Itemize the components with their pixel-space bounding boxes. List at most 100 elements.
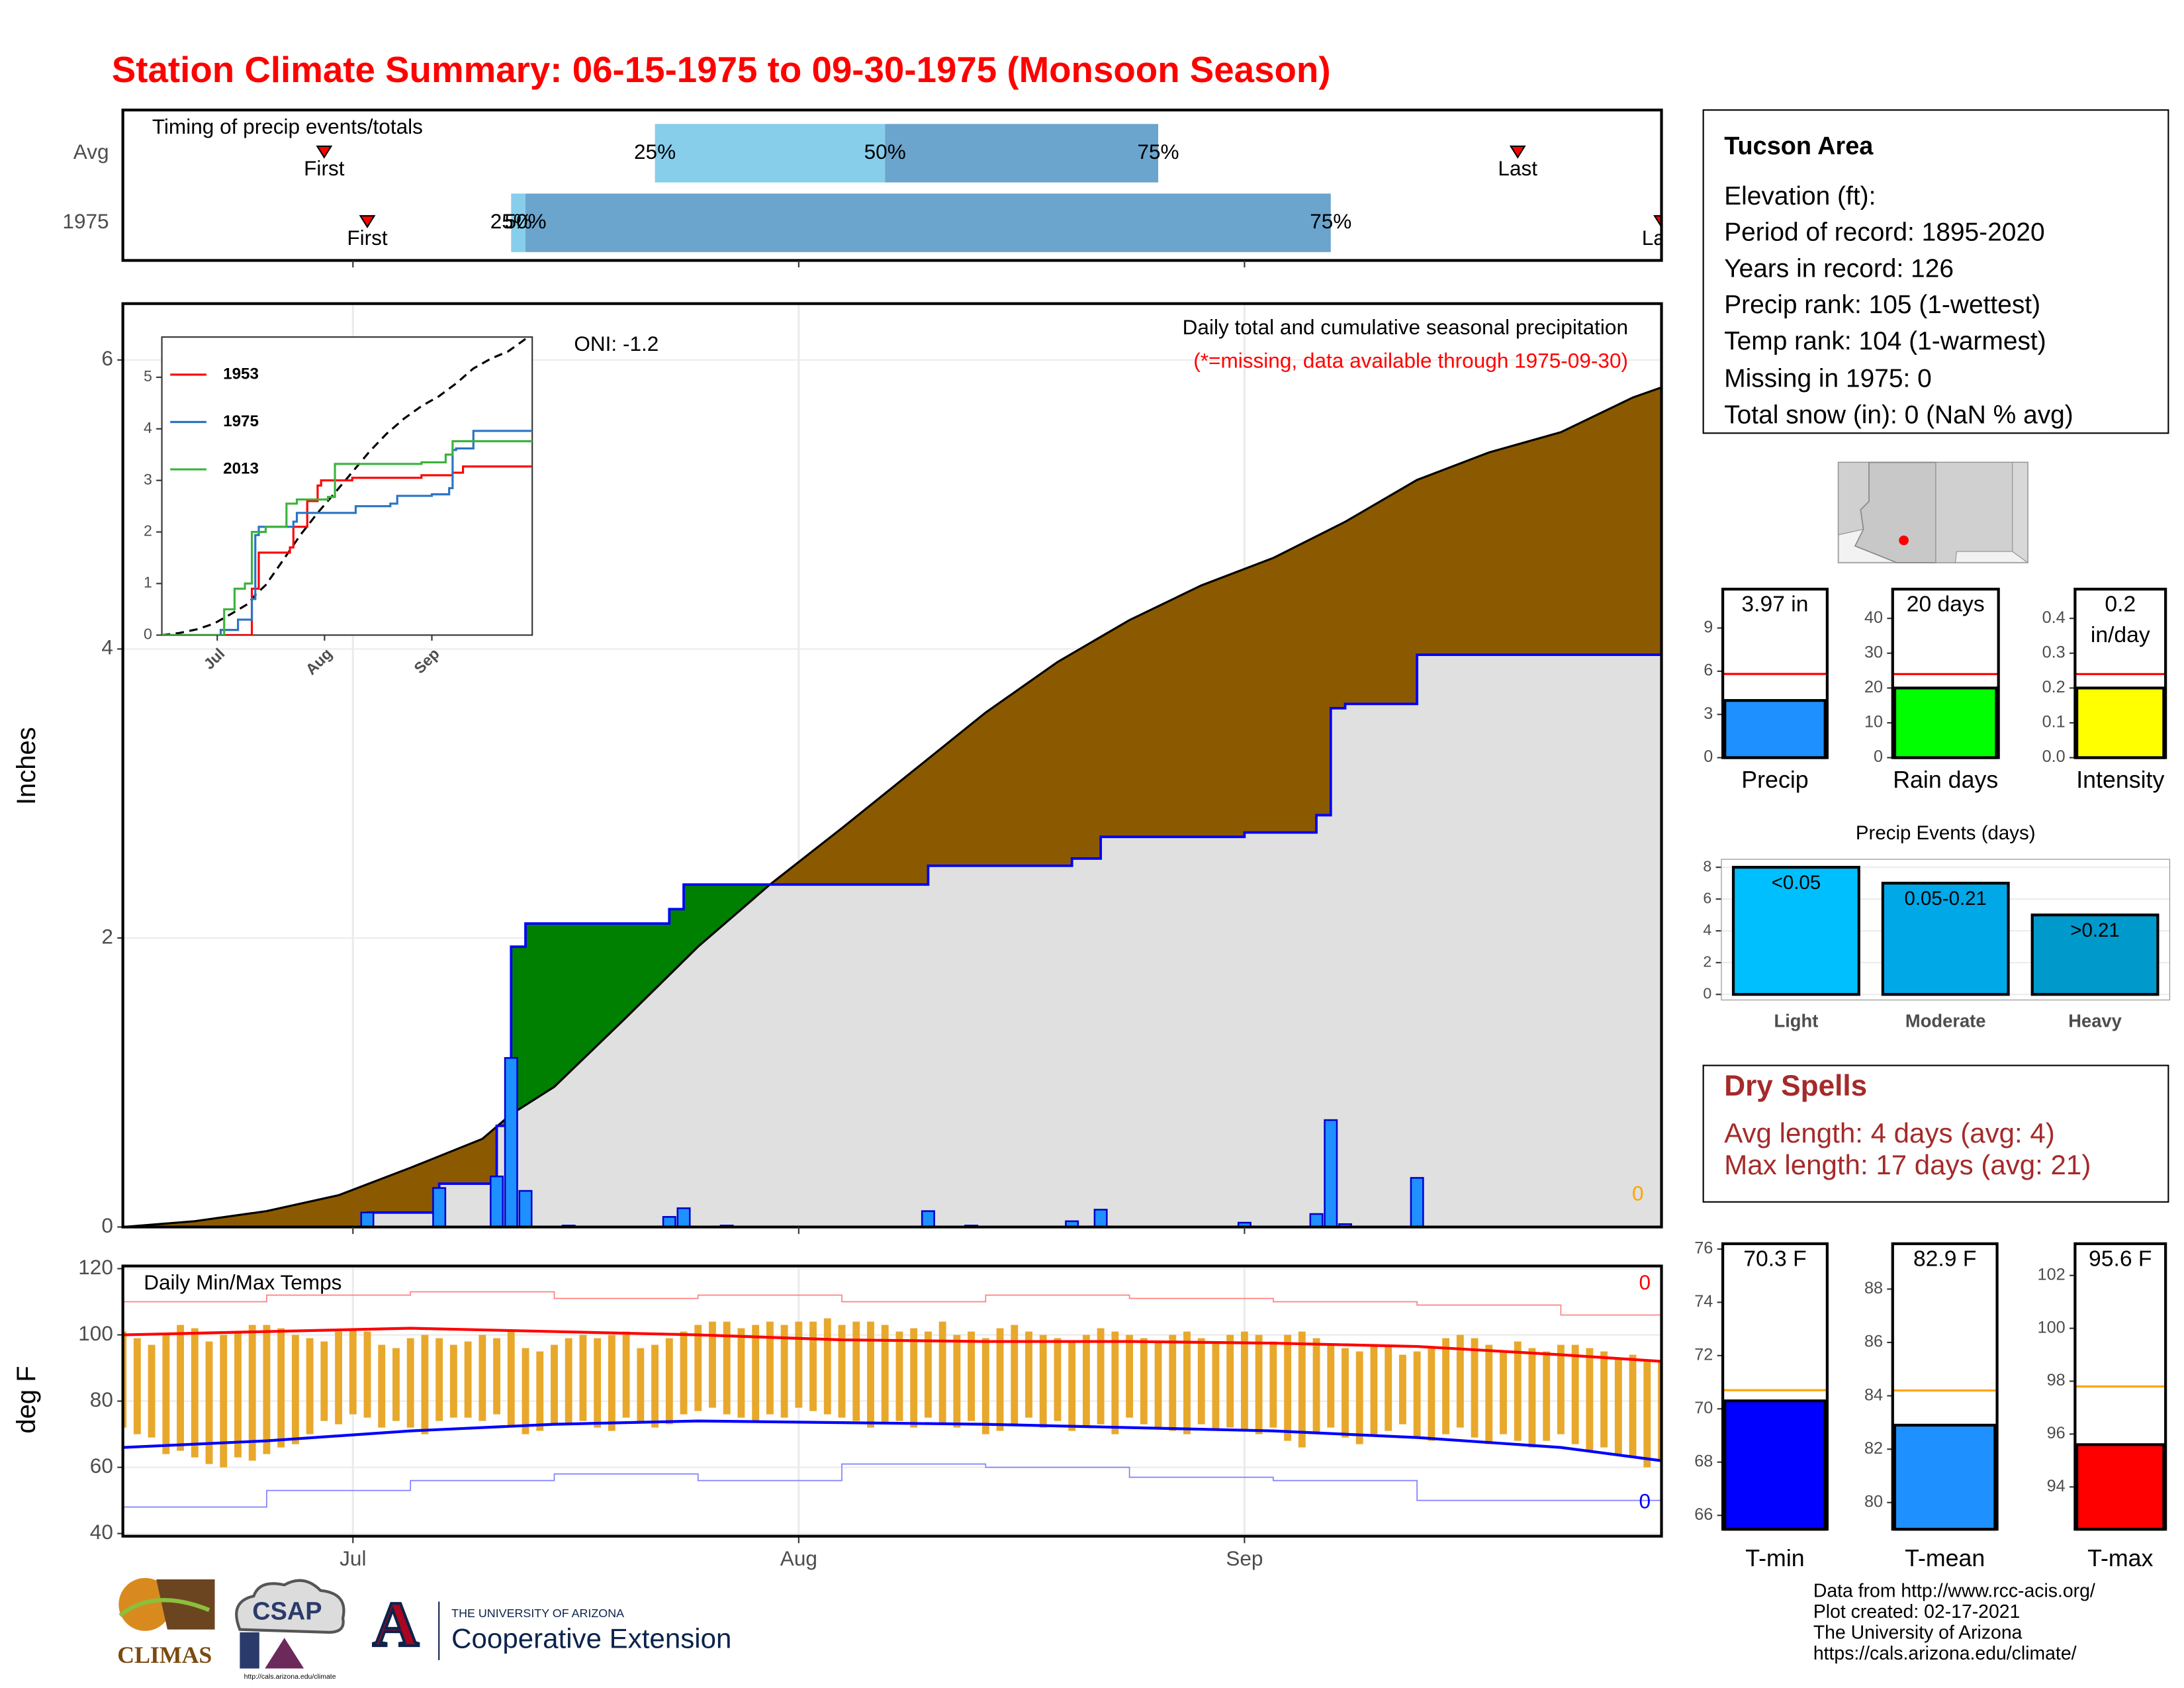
legend-label: 2013 — [223, 459, 259, 477]
temp-range-bar — [1398, 1354, 1406, 1425]
temp-range-bar — [838, 1325, 846, 1418]
temp-range-bar — [291, 1335, 299, 1444]
temp-range-bar — [507, 1331, 515, 1428]
category-label: Light — [1774, 1011, 1818, 1031]
value-label: 95.6 F — [2089, 1248, 2152, 1272]
y-tick-label: 60 — [90, 1454, 113, 1477]
daily-bar — [1410, 1177, 1424, 1227]
precip-subtitle: Daily total and cumulative seasonal prec… — [1183, 315, 1628, 339]
temp-range-bar — [968, 1331, 976, 1421]
temp-range-bar — [263, 1325, 271, 1454]
y-tick-label: 0.0 — [2042, 747, 2066, 766]
record-low-line — [122, 1463, 1662, 1517]
temp-range-bar — [809, 1321, 817, 1411]
early-bar — [511, 193, 526, 252]
temp-range-bar — [895, 1331, 903, 1421]
temp-range-bar — [1485, 1344, 1493, 1444]
temp-range-bar — [1126, 1335, 1134, 1418]
footer-line: Plot created: 02-17-2021 — [1813, 1601, 2021, 1622]
legend-label: 1953 — [223, 365, 259, 383]
temp-range-bar — [1054, 1338, 1062, 1421]
locator-map — [1837, 461, 2028, 564]
csap-text: CSAP — [252, 1597, 322, 1625]
category-label: T-max — [2087, 1545, 2153, 1571]
temp-range-bar — [320, 1341, 328, 1421]
temp-range-bar — [1169, 1335, 1177, 1431]
y-tick-label: 82 — [1864, 1439, 1883, 1458]
bin-label: 0.05-0.21 — [1905, 888, 1987, 910]
csap-bars — [240, 1632, 259, 1669]
temp-range-bar — [680, 1331, 688, 1415]
temp-range-bar — [637, 1348, 645, 1421]
temp-range-bar — [910, 1328, 918, 1428]
temp-range-bar — [924, 1331, 932, 1418]
temp-range-bar — [1543, 1351, 1551, 1441]
category-label: Precip — [1741, 767, 1808, 793]
temp-range-bar — [435, 1338, 443, 1421]
temp-range-bar — [133, 1338, 141, 1434]
temp-range-bar — [1629, 1354, 1637, 1458]
temp-range-bar — [1226, 1335, 1234, 1428]
temp-range-bar — [622, 1331, 630, 1418]
event-marker — [1653, 215, 1662, 228]
category-label: T-mean — [1905, 1545, 1985, 1571]
temp-range-bar — [177, 1325, 184, 1451]
temp-border — [121, 1264, 1663, 1538]
y-tick-label: 4 — [1703, 921, 1711, 938]
temp-range-bar — [723, 1321, 731, 1415]
temp-range-bar — [1500, 1351, 1507, 1434]
temp-range-bar — [349, 1328, 357, 1415]
value-label: 70.3 F — [1743, 1248, 1807, 1272]
y-tick-label: 100 — [2038, 1318, 2066, 1336]
temp-range-bar — [277, 1328, 285, 1448]
csap-mountain — [265, 1638, 304, 1669]
temp-range-bar — [1327, 1344, 1335, 1428]
temp-range-bar — [1342, 1348, 1349, 1438]
temp-range-bar — [1255, 1335, 1263, 1434]
temp-range-bar — [1586, 1348, 1594, 1451]
temp-range-bar — [234, 1331, 242, 1458]
dry-spells-title: Dry Spells — [1724, 1070, 1867, 1102]
info-line: Precip rank: 105 (1-wettest) — [1724, 291, 2040, 319]
temp-range-bar — [996, 1328, 1004, 1431]
bar — [2075, 1443, 2165, 1531]
event-label: Last — [1642, 226, 1682, 250]
inset-panel — [161, 336, 533, 636]
dry-spells-line: Max length: 17 days (avg: 21) — [1724, 1149, 2091, 1180]
value-label-box: 70.3 F — [1743, 1248, 1807, 1272]
category-label: Intensity — [2076, 767, 2164, 793]
temp-content — [122, 1291, 1662, 1517]
normal-min-line — [122, 1419, 1662, 1462]
event-marker — [316, 145, 333, 159]
map-region — [2012, 461, 2028, 564]
y-tick-label: 0 — [101, 1213, 113, 1237]
temp-range-bar — [522, 1348, 529, 1434]
y-tick-label: 6 — [1703, 889, 1711, 906]
temp-range-bar — [938, 1321, 946, 1425]
temp-range-bar — [1240, 1331, 1248, 1431]
inset-content — [161, 337, 533, 635]
y-tick-label: 6 — [101, 346, 113, 370]
temp-range-bar — [551, 1344, 558, 1425]
missing-count: 0 — [1632, 1182, 1644, 1205]
late-bar — [525, 193, 1331, 252]
y-tick-label: 2 — [144, 522, 152, 539]
late-bar — [885, 124, 1159, 183]
y-tick-label: 3 — [1704, 704, 1713, 723]
temp-range-bar — [1471, 1338, 1479, 1438]
y-tick-label: 94 — [2047, 1477, 2066, 1495]
info-line: Total snow (in): 0 (NaN % avg) — [1724, 400, 2073, 429]
ua-name: THE UNIVERSITY OF ARIZONA — [451, 1607, 624, 1620]
y-tick-label: 6 — [1704, 661, 1713, 680]
y-tick-label: 0.3 — [2042, 643, 2066, 661]
average-line — [122, 386, 1662, 1227]
temp-range-bar — [881, 1325, 889, 1425]
daily-bar — [1065, 1220, 1079, 1227]
temp-range-bar — [953, 1335, 961, 1428]
temp-range-bar — [579, 1335, 587, 1421]
temp-range-bar — [378, 1344, 386, 1428]
footer-line: The University of Arizona — [1813, 1622, 2023, 1643]
temp-range-bar — [752, 1325, 760, 1421]
temp-range-bar — [1011, 1325, 1019, 1425]
footer-line: Data from http://www.rcc-acis.org/ — [1813, 1580, 2095, 1601]
